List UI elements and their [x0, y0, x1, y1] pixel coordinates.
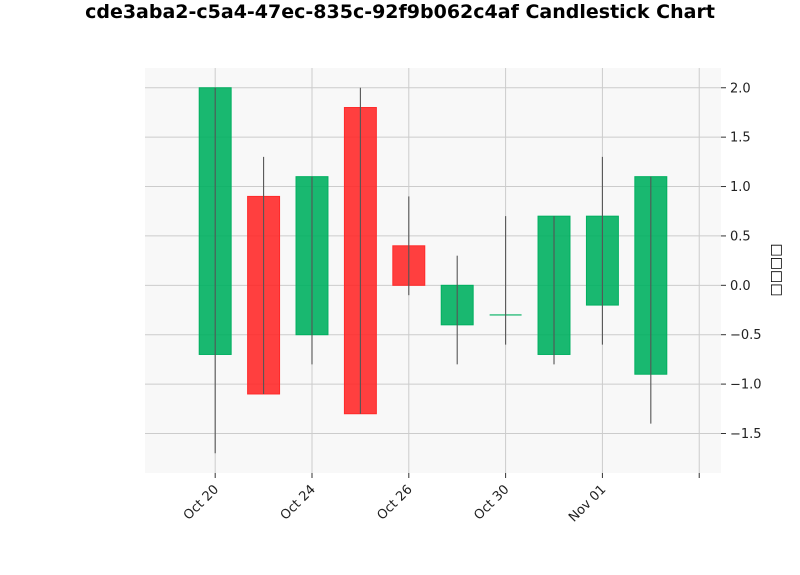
candle	[634, 176, 668, 424]
x-tick-label: Oct 24	[278, 482, 319, 523]
y-tick-label: 0.5	[730, 229, 751, 244]
y-axis: −1.5 −1.0 −0.5 0.0 0.5 1.0 1.5 2.0	[721, 81, 762, 442]
y-tick-label: −1.0	[730, 378, 762, 393]
plot-area	[145, 68, 721, 473]
candle	[537, 215, 571, 365]
candle	[489, 216, 522, 345]
candle	[440, 255, 474, 365]
x-tick-label: Oct 26	[375, 482, 416, 523]
candle	[392, 196, 426, 296]
y-tick-label: 0.0	[730, 279, 751, 294]
x-axis: Oct 20 Oct 24 Oct 26 Oct 30 Nov 01	[181, 473, 700, 525]
candle	[585, 156, 619, 345]
candle	[343, 87, 377, 415]
y-tick-label: 1.0	[730, 180, 751, 195]
y-tick-label: −0.5	[730, 328, 762, 343]
candle	[198, 87, 232, 454]
x-tick-label: Nov 01	[566, 482, 609, 525]
y-axis-label: □□□□	[768, 244, 784, 297]
candles	[198, 87, 668, 454]
y-tick-label: 1.5	[730, 131, 751, 146]
candle	[295, 176, 329, 365]
x-tick-label: Oct 30	[471, 482, 512, 523]
candle	[247, 156, 281, 395]
y-tick-label: −1.5	[730, 427, 762, 442]
y-tick-label: 2.0	[730, 81, 751, 96]
chart-title: cde3aba2-c5a4-47ec-835c-92f9b062c4af Can…	[85, 1, 715, 23]
x-tick-label: Oct 20	[181, 482, 222, 523]
